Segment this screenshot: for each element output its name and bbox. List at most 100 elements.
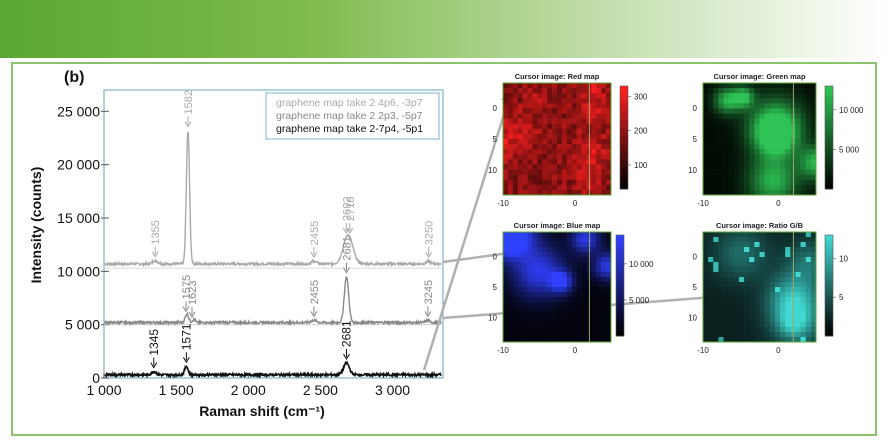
- map-cell: [718, 144, 724, 150]
- map-cell: [780, 123, 786, 130]
- map-cell: [507, 159, 514, 165]
- map-cell: [728, 133, 735, 140]
- map-cell: [596, 262, 602, 268]
- map-cell: [795, 272, 801, 278]
- map-cell: [527, 159, 533, 165]
- map-cell: [713, 144, 719, 150]
- map-y-tick-label: 10: [688, 314, 697, 323]
- map-cell: [718, 164, 724, 170]
- map-cell: [606, 189, 612, 196]
- map-cell: [703, 232, 709, 238]
- map-cell: [795, 149, 801, 155]
- map-cell: [596, 242, 602, 248]
- map-cell: [512, 108, 519, 114]
- map-cell: [581, 302, 587, 308]
- map-cell: [552, 297, 558, 303]
- map-cell: [527, 184, 533, 191]
- map-cell: [708, 232, 714, 238]
- map-cell: [561, 327, 568, 333]
- map-cell: [527, 174, 533, 181]
- map-cell: [581, 282, 587, 288]
- map-cell: [591, 189, 597, 196]
- map-cell: [713, 337, 719, 343]
- map-cell: [566, 337, 573, 343]
- map-cell: [527, 118, 533, 125]
- map-cell: [733, 327, 740, 333]
- colorbar-step: [825, 248, 833, 253]
- map-cell: [728, 103, 735, 109]
- map-cell: [507, 88, 514, 94]
- map-cell: [744, 184, 750, 191]
- map-cell: [537, 317, 543, 323]
- map-cell: [606, 108, 612, 114]
- map-cell: [754, 93, 760, 99]
- map-cell: [591, 297, 597, 303]
- map-cell: [537, 184, 543, 191]
- map-cell: [733, 164, 740, 170]
- map-cell: [759, 287, 765, 293]
- map-cell: [708, 149, 714, 155]
- map-cell: [581, 174, 587, 181]
- map-cell: [805, 159, 812, 165]
- map-cell: [606, 232, 612, 238]
- map-cell: [557, 83, 563, 89]
- peak-arrowhead: [424, 311, 432, 318]
- map-cell: [503, 113, 509, 119]
- map-cell: [522, 123, 528, 130]
- map-cell: [552, 108, 558, 114]
- map-cell: [552, 237, 558, 243]
- map-cell: [503, 287, 509, 293]
- map-cell: [764, 144, 771, 150]
- map-cell: [744, 139, 750, 145]
- map-cell: [738, 159, 745, 165]
- map-cell: [566, 174, 573, 181]
- map-cell: [571, 103, 577, 109]
- map-cell: [542, 118, 548, 125]
- map-cell: [713, 317, 719, 323]
- map-cell: [552, 189, 558, 196]
- map-cell: [764, 292, 771, 298]
- map-cell: [713, 149, 719, 155]
- map-cell: [517, 113, 523, 119]
- map-cell: [507, 307, 514, 313]
- map-cell: [708, 302, 714, 308]
- map-cell: [601, 232, 607, 238]
- map-cell: [795, 123, 801, 130]
- map-cell: [552, 232, 558, 238]
- map-cell: [522, 247, 528, 253]
- map-cell: [795, 307, 801, 313]
- map-cell: [744, 123, 750, 130]
- map-cell: [759, 267, 765, 273]
- map-cell: [542, 154, 548, 160]
- map-cell: [527, 267, 533, 273]
- colorbar-step: [616, 241, 624, 246]
- map-cell: [800, 277, 807, 283]
- map-cell: [576, 149, 582, 155]
- map-cell: [795, 83, 801, 89]
- map-cell: [557, 252, 563, 258]
- map-cell: [606, 287, 612, 293]
- map-cell: [733, 252, 740, 258]
- map-cell: [576, 184, 582, 191]
- map-cell: [774, 123, 781, 130]
- peak-label: 2681: [339, 320, 353, 347]
- map-cell: [795, 189, 801, 196]
- map-cell: [561, 113, 568, 119]
- map-cell: [601, 98, 607, 104]
- map-cell: [596, 277, 602, 283]
- map-cell: [503, 108, 509, 114]
- map-x-tick-label: 0: [776, 346, 781, 355]
- map-cell: [713, 262, 719, 268]
- map-cell: [512, 83, 519, 89]
- map-cell: [805, 332, 812, 338]
- map-cell: [552, 184, 558, 191]
- colorbar-step: [825, 89, 833, 94]
- map-cell: [557, 272, 563, 278]
- map-cell: [512, 247, 519, 253]
- map-cell: [703, 327, 709, 333]
- map-cell: [810, 307, 817, 313]
- map-cell: [512, 174, 519, 181]
- map-cell: [754, 302, 760, 308]
- map-cell: [738, 252, 745, 258]
- map-cell: [713, 277, 719, 283]
